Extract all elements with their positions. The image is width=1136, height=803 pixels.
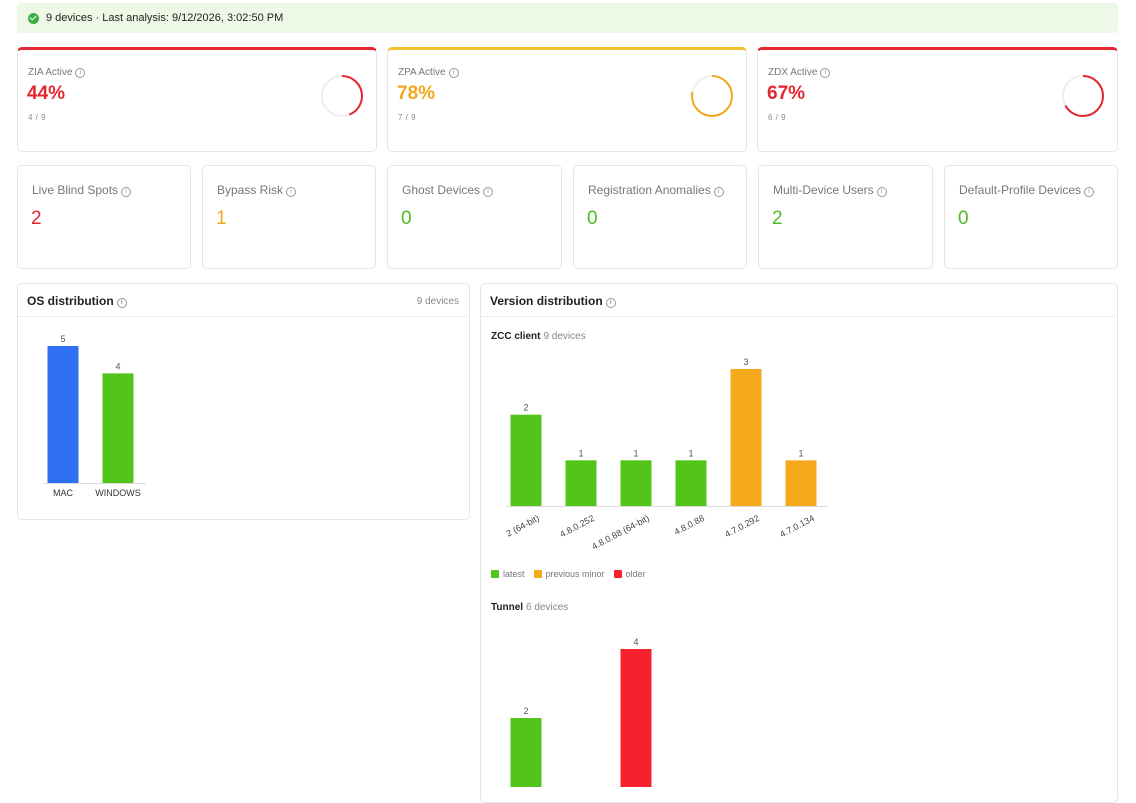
tick-label: 4.8.0.252 — [558, 513, 596, 539]
metric-label: Bypass Risk — [217, 183, 284, 197]
tick-label: WINDOWS — [95, 488, 141, 498]
bar-value-label: 4 — [633, 637, 638, 647]
bar-value-label: 2 — [523, 706, 528, 716]
bar-mac[interactable] — [47, 346, 79, 483]
info-icon[interactable]: i — [605, 298, 616, 308]
bar-value-label: 1 — [633, 448, 638, 458]
metric-value: 0 — [401, 208, 412, 229]
tick-label: 4.7.0.134 — [778, 513, 816, 539]
bar-value-label: 2 — [523, 403, 528, 413]
status-banner: 9 devices · Last analysis: 9/12/2026, 3:… — [17, 3, 1118, 33]
metric-value: 2 — [31, 208, 42, 229]
bar-value-label: 1 — [578, 448, 583, 458]
tick-label: 2 (64-bit) — [504, 513, 540, 539]
legend-item-latest[interactable]: latest — [491, 569, 525, 579]
zia-fraction: 4 / 9 — [28, 113, 47, 122]
info-icon[interactable]: i — [876, 187, 887, 197]
metric-label: Multi-Device Users — [773, 183, 874, 197]
metric-value: 0 — [587, 208, 598, 229]
info-icon[interactable]: i — [75, 68, 86, 78]
zpa-percent: 78% — [397, 83, 436, 104]
metric-label: Live Blind Spots — [32, 183, 119, 197]
tunnel-device-count: 6 devices — [526, 602, 569, 613]
bar-4-8-0-88-64-bit-[interactable] — [620, 460, 652, 506]
metric-live-blind-spots[interactable]: Live Blind Spots i 2 — [17, 165, 191, 269]
bar-item-1[interactable] — [510, 718, 542, 787]
metric-label: Registration Anomalies — [588, 183, 711, 197]
bar-4-8-0-88[interactable] — [675, 460, 707, 506]
os-bar-chart: 5 MAC 4 WINDOWS — [43, 334, 146, 498]
status-text: 9 devices · Last analysis: 9/12/2026, 3:… — [46, 12, 284, 24]
metric-bypass-risk[interactable]: Bypass Risk i 1 — [202, 165, 376, 269]
zia-progress-ring — [321, 75, 363, 117]
metric-registration-anomalies[interactable]: Registration Anomalies i 0 — [573, 165, 747, 269]
bar-4-8-0-252[interactable] — [565, 460, 597, 506]
metric-label: Ghost Devices — [402, 183, 481, 197]
bar-value-label: 3 — [743, 357, 748, 367]
info-icon[interactable]: i — [121, 187, 132, 197]
tick-label: MAC — [53, 488, 74, 498]
zia-percent: 44% — [27, 83, 66, 104]
tick-label: 4.7.0.292 — [723, 513, 761, 539]
tunnel-heading: Tunnel 6 devices — [491, 602, 569, 613]
zdx-percent: 67% — [767, 83, 806, 104]
info-icon[interactable]: i — [713, 187, 724, 197]
metric-multi-device-users[interactable]: Multi-Device Users i 2 — [758, 165, 933, 269]
zpa-fraction: 7 / 9 — [398, 113, 417, 122]
metric-ghost-devices[interactable]: Ghost Devices i 0 — [387, 165, 562, 269]
check-circle-icon — [28, 12, 39, 24]
tunnel-bar-chart: 24 — [510, 637, 652, 787]
info-icon[interactable]: i — [116, 298, 127, 308]
tick-label: 4.8.0.88 — [673, 513, 706, 537]
bar-4-7-0-292[interactable] — [730, 369, 762, 506]
zcc-bar-chart: 2 2 (64-bit) 1 4.8.0.252 1 4.8.0.88 (64-bit) 1… — [504, 357, 828, 552]
info-icon[interactable]: i — [1084, 187, 1095, 197]
os-distribution-panel: OS distribution i 9 devices 5 MAC 4 WINDOWS — [17, 283, 470, 520]
info-icon[interactable]: i — [448, 68, 459, 78]
zdx-progress-ring — [1062, 75, 1104, 117]
info-icon[interactable]: i — [483, 187, 494, 197]
metric-default-profile-devices[interactable]: Default-Profile Devices i 0 — [944, 165, 1118, 269]
bar-item-2[interactable] — [620, 649, 652, 787]
info-icon[interactable]: i — [286, 187, 297, 197]
zpa-progress-ring — [691, 75, 733, 117]
bar-windows[interactable] — [102, 373, 134, 483]
bar-2-64-bit-[interactable] — [510, 414, 542, 506]
version-legend: latest previous minor older — [491, 569, 655, 579]
zdx-fraction: 6 / 9 — [768, 113, 787, 122]
panel-title: Version distribution — [490, 294, 603, 308]
zdx-card[interactable]: ZDX Active i 67% 6 / 9 — [757, 47, 1118, 152]
divider — [18, 316, 469, 317]
metric-label: Default-Profile Devices — [959, 183, 1082, 197]
tick-label: 4.8.0.88 (64-bit) — [590, 513, 651, 552]
divider — [481, 316, 1117, 317]
zpa-card[interactable]: ZPA Active i 78% 7 / 9 — [387, 47, 747, 152]
metric-value: 1 — [216, 208, 227, 229]
bar-value-label: 5 — [60, 334, 65, 344]
metric-value: 2 — [772, 208, 783, 229]
zdx-label: ZDX Active — [768, 67, 818, 78]
bar-value-label: 1 — [798, 448, 803, 458]
metric-value: 0 — [958, 208, 969, 229]
device-count: 9 devices — [416, 296, 459, 307]
panel-title: OS distribution — [27, 294, 114, 308]
zcc-device-count: 9 devices — [543, 331, 586, 342]
version-distribution-panel: Version distribution i ZCC client 9 device… — [480, 283, 1118, 803]
bar-4-7-0-134[interactable] — [785, 460, 817, 506]
bar-value-label: 1 — [688, 448, 693, 458]
info-icon[interactable]: i — [820, 68, 831, 78]
zcc-client-heading: ZCC client 9 devices — [491, 331, 586, 342]
zia-label: ZIA Active — [28, 67, 73, 78]
bar-value-label: 4 — [115, 361, 120, 371]
legend-item-previous-minor[interactable]: previous minor — [533, 569, 605, 579]
legend-item-older[interactable]: older — [613, 569, 646, 579]
zia-card[interactable]: ZIA Active i 44% 4 / 9 — [17, 47, 377, 152]
zpa-label: ZPA Active — [398, 67, 446, 78]
